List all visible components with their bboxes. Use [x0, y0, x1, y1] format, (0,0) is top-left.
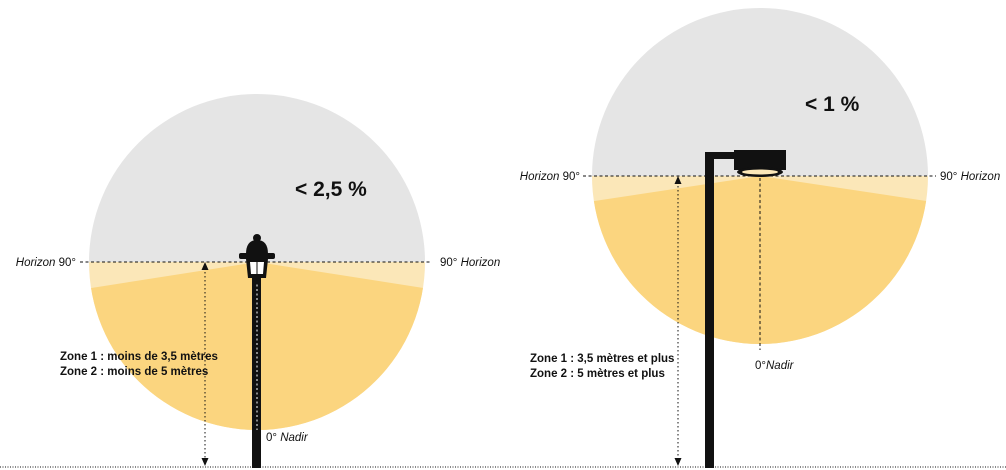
- left-nadir-label: 0° Nadir: [266, 432, 309, 444]
- right-horizon-right-label: 90° Horizon: [940, 171, 1000, 183]
- right-horizon-left-label: Horizon 90°: [520, 171, 580, 183]
- left-lantern-lamp-icon: [239, 234, 275, 282]
- left-percent-label: < 2,5 %: [295, 178, 367, 201]
- right-zone1-label: Zone 1 : 3,5 mètres et plus: [530, 353, 674, 365]
- right-diagram: < 1 % Horizon 90° 90° Horizon Zone 1 : 3…: [520, 8, 1000, 468]
- right-lamp-pole: [705, 152, 737, 468]
- left-diagram: < 2,5 % Horizon 90° 90° Horizon Zone 1 :…: [16, 94, 500, 468]
- right-shoebox-luminaire-icon: [734, 150, 786, 177]
- right-percent-label: < 1 %: [805, 93, 860, 116]
- left-height-arrow: [201, 262, 209, 466]
- left-zone2-label: Zone 2 : moins de 5 mètres: [60, 366, 208, 378]
- left-horizon-left-label: Horizon 90°: [16, 257, 76, 269]
- right-zone2-label: Zone 2 : 5 mètres et plus: [530, 368, 665, 380]
- right-nadir-label: 0°Nadir: [755, 360, 795, 372]
- right-light-circle: [592, 8, 928, 344]
- left-horizon-right-label: 90° Horizon: [440, 257, 500, 269]
- left-zone1-label: Zone 1 : moins de 3,5 mètres: [60, 351, 218, 363]
- right-height-arrow: [674, 176, 682, 466]
